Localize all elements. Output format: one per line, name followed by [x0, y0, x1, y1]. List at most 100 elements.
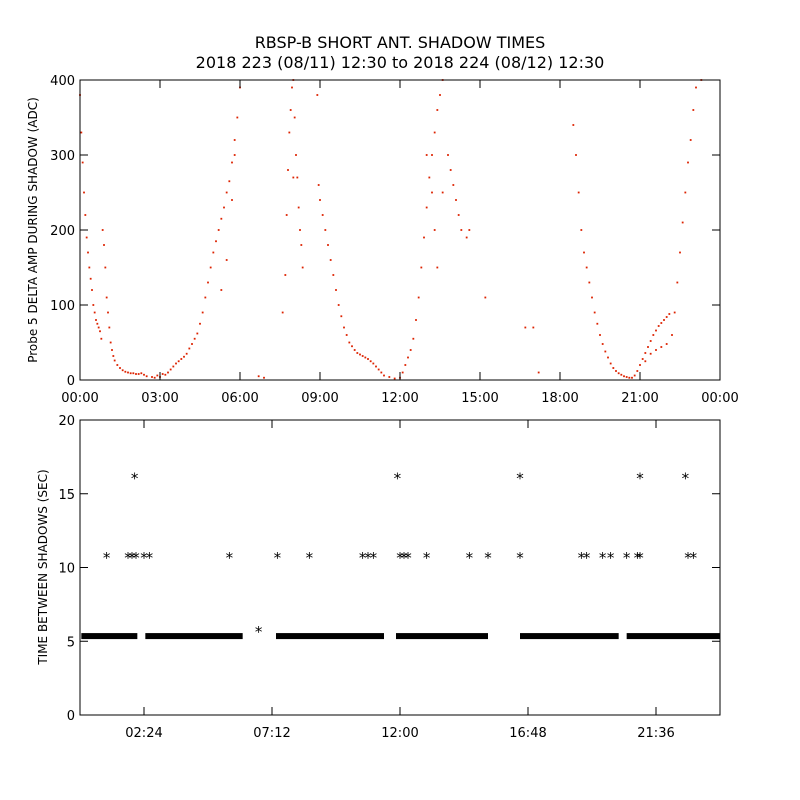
data-point — [415, 319, 417, 321]
data-point — [137, 373, 140, 375]
chart-subtitle: 2018 223 (08/11) 12:30 to 2018 224 (08/1… — [196, 53, 605, 72]
data-point — [88, 266, 91, 269]
data-point — [145, 375, 148, 378]
data-point — [83, 191, 85, 194]
data-point — [431, 154, 433, 156]
data-point — [393, 377, 396, 380]
data-point — [180, 358, 183, 360]
bottom-panel-baseline-runs — [81, 633, 720, 640]
data-point: * — [516, 549, 524, 567]
top-panel-y-tick-label: 100 — [50, 299, 75, 314]
data-point — [223, 206, 225, 209]
data-point: * — [370, 549, 378, 567]
data-point: * — [634, 549, 642, 567]
data-point — [288, 131, 291, 134]
data-point — [524, 326, 527, 329]
data-point — [169, 368, 172, 371]
data-point — [671, 334, 673, 336]
bottom-panel-x-axis: 02:24 07:12 12:00 16:48 21:36 — [125, 420, 675, 741]
data-point — [201, 311, 204, 314]
data-point — [151, 376, 153, 378]
data-point — [433, 131, 436, 134]
top-panel-x-tick-label: 21:00 — [621, 391, 658, 406]
data-point — [455, 199, 457, 201]
data-point: * — [684, 549, 692, 567]
data-point — [655, 329, 657, 332]
data-point — [468, 229, 471, 231]
data-point — [423, 236, 425, 239]
data-point — [585, 266, 588, 269]
data-point — [196, 332, 199, 335]
data-point — [93, 311, 96, 314]
data-point — [601, 343, 604, 345]
data-point — [204, 296, 207, 299]
bottom-panel-points: * **** ** *** * ******* * * *** ** * * * ****** — [103, 470, 698, 641]
data-point — [225, 259, 228, 261]
data-point — [172, 365, 175, 368]
data-point — [217, 229, 220, 231]
data-point — [281, 311, 284, 314]
data-point — [215, 240, 217, 243]
bottom-panel: * **** ** *** * ******* * * *** ** * * * ****** 02:24… — [36, 414, 721, 741]
data-point — [161, 373, 164, 375]
data-point — [599, 334, 601, 336]
data-point — [588, 281, 591, 284]
data-point — [87, 251, 89, 254]
data-point — [644, 352, 647, 354]
data-point: * — [400, 549, 408, 567]
data-point — [167, 371, 169, 374]
data-point — [84, 214, 87, 216]
data-point — [209, 266, 212, 269]
data-point — [116, 364, 119, 366]
data-point — [293, 116, 296, 119]
top-panel-x-axis: 00:00 03:00 06:00 09:00 12:00 15:00 18:00 21:00… — [61, 80, 739, 406]
data-point — [425, 154, 428, 156]
data-point — [97, 326, 100, 329]
data-point: * — [146, 549, 154, 567]
data-point: * — [578, 549, 586, 567]
data-point — [91, 289, 93, 291]
top-panel: 00:00 03:00 06:00 09:00 12:00 15:00 18:00 21:00… — [26, 74, 739, 406]
data-point: * — [364, 549, 372, 567]
data-point — [380, 371, 383, 374]
data-point — [177, 360, 180, 363]
data-point: * — [516, 470, 524, 488]
data-point — [676, 281, 679, 284]
data-point — [631, 376, 633, 379]
data-point — [228, 180, 231, 183]
data-point — [692, 109, 695, 111]
data-point: * — [607, 549, 615, 567]
data-point: * — [103, 549, 111, 567]
data-point — [212, 251, 215, 254]
data-point — [327, 244, 329, 246]
data-point — [537, 371, 540, 374]
bottom-panel-y-tick-label: 20 — [58, 414, 75, 429]
data-point — [301, 266, 304, 269]
data-point: * — [636, 549, 644, 567]
top-panel-points — [79, 79, 703, 380]
data-point — [183, 355, 185, 358]
data-point — [465, 236, 468, 239]
data-point — [292, 176, 295, 179]
data-point — [112, 355, 115, 357]
data-point: * — [404, 549, 412, 567]
data-point — [644, 360, 647, 363]
data-point — [324, 229, 327, 231]
bottom-panel-y-tick-label: 0 — [67, 709, 75, 724]
data-point — [291, 86, 293, 89]
data-point — [225, 191, 228, 194]
data-point — [375, 365, 377, 368]
data-point: * — [306, 549, 314, 567]
data-point — [407, 356, 409, 359]
top-panel-y-axis-title: Probe 5 DELTA AMP DURING SHADOW (ADC) — [26, 97, 40, 363]
data-point: * — [132, 549, 140, 567]
data-point — [401, 371, 404, 374]
top-panel-x-tick-label: 06:00 — [221, 391, 258, 406]
data-point: * — [128, 549, 136, 567]
top-panel-x-tick-label: 03:00 — [141, 391, 178, 406]
data-point — [596, 322, 599, 325]
data-point: * — [690, 549, 698, 567]
data-point — [85, 236, 88, 239]
data-point — [119, 367, 121, 369]
